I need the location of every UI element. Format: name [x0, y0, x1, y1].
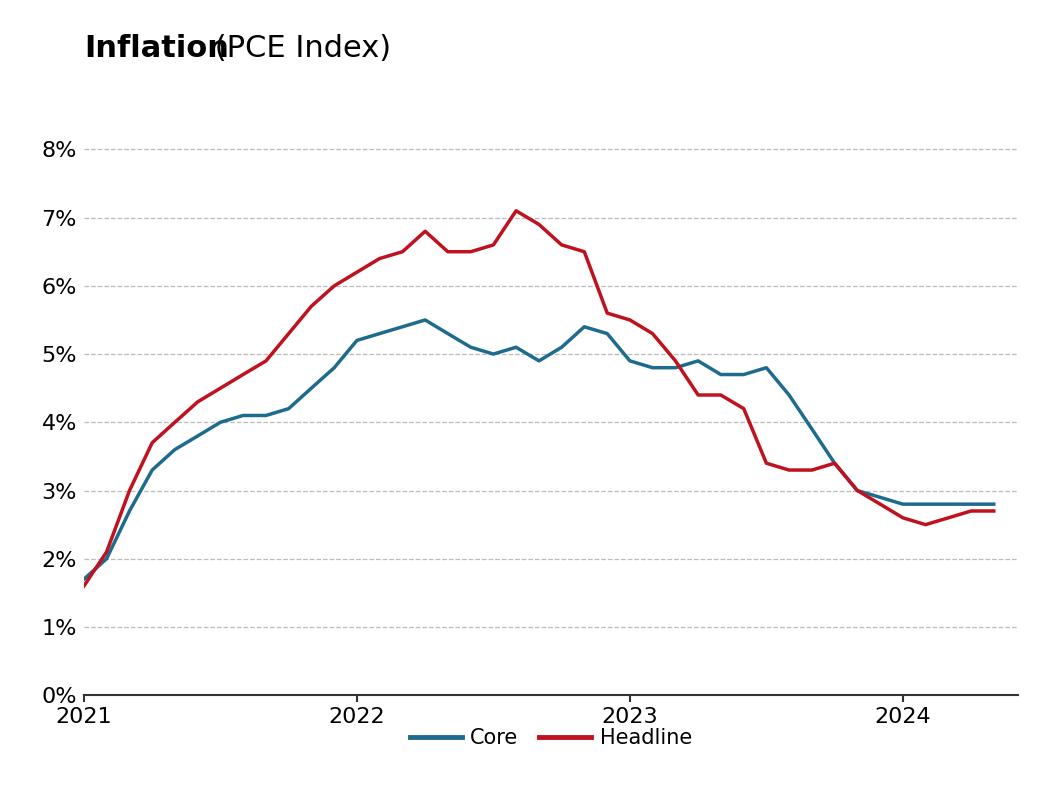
Core	[692, 356, 705, 366]
Headline	[214, 383, 227, 393]
Core	[305, 383, 318, 393]
Headline	[237, 370, 250, 379]
Headline	[169, 418, 181, 427]
Headline	[942, 513, 955, 522]
Core	[78, 574, 90, 584]
Core	[328, 363, 341, 372]
Headline	[965, 506, 978, 516]
Core	[465, 343, 477, 352]
Headline	[78, 581, 90, 591]
Headline	[623, 315, 636, 325]
Headline	[442, 247, 454, 257]
Headline	[897, 513, 909, 522]
Headline	[465, 247, 477, 257]
Headline	[555, 240, 568, 250]
Core	[942, 499, 955, 509]
Headline	[101, 547, 113, 557]
Core	[510, 343, 522, 352]
Core	[397, 322, 409, 332]
Core	[101, 554, 113, 563]
Core	[192, 431, 205, 441]
Core	[874, 493, 886, 502]
Headline	[761, 458, 773, 468]
Headline	[533, 220, 545, 229]
Core	[260, 411, 273, 420]
Legend: Core, Headline: Core, Headline	[402, 720, 700, 757]
Headline	[874, 499, 886, 509]
Headline	[373, 254, 386, 263]
Core	[623, 356, 636, 366]
Headline	[806, 465, 818, 475]
Headline	[123, 486, 135, 495]
Headline	[282, 329, 295, 338]
Core	[442, 329, 454, 338]
Core	[806, 424, 818, 434]
Core	[123, 506, 135, 516]
Core	[487, 349, 499, 359]
Headline	[851, 486, 863, 495]
Line: Headline: Headline	[84, 211, 993, 586]
Text: (PCE Index): (PCE Index)	[205, 34, 390, 63]
Headline	[510, 206, 522, 216]
Headline	[783, 465, 795, 475]
Core	[533, 356, 545, 366]
Headline	[714, 390, 727, 400]
Core	[737, 370, 750, 379]
Core	[555, 343, 568, 352]
Headline	[192, 397, 205, 407]
Core	[897, 499, 909, 509]
Core	[350, 336, 363, 345]
Line: Core: Core	[84, 320, 993, 579]
Core	[669, 363, 682, 372]
Headline	[646, 329, 659, 338]
Headline	[601, 308, 614, 318]
Core	[282, 404, 295, 413]
Core	[783, 390, 795, 400]
Headline	[328, 281, 341, 291]
Headline	[987, 506, 1000, 516]
Core	[851, 486, 863, 495]
Headline	[669, 356, 682, 366]
Core	[419, 315, 431, 325]
Core	[146, 465, 158, 475]
Text: Inflation: Inflation	[84, 34, 229, 63]
Headline	[487, 240, 499, 250]
Headline	[829, 458, 841, 468]
Headline	[260, 356, 273, 366]
Core	[237, 411, 250, 420]
Headline	[397, 247, 409, 257]
Core	[761, 363, 773, 372]
Headline	[350, 268, 363, 277]
Core	[373, 329, 386, 338]
Core	[829, 458, 841, 468]
Core	[965, 499, 978, 509]
Headline	[146, 438, 158, 447]
Core	[214, 418, 227, 427]
Core	[601, 329, 614, 338]
Core	[919, 499, 932, 509]
Headline	[578, 247, 591, 257]
Headline	[919, 520, 932, 529]
Core	[714, 370, 727, 379]
Core	[987, 499, 1000, 509]
Headline	[419, 227, 431, 236]
Headline	[692, 390, 705, 400]
Headline	[737, 404, 750, 413]
Core	[169, 445, 181, 454]
Core	[578, 322, 591, 332]
Core	[646, 363, 659, 372]
Headline	[305, 302, 318, 311]
